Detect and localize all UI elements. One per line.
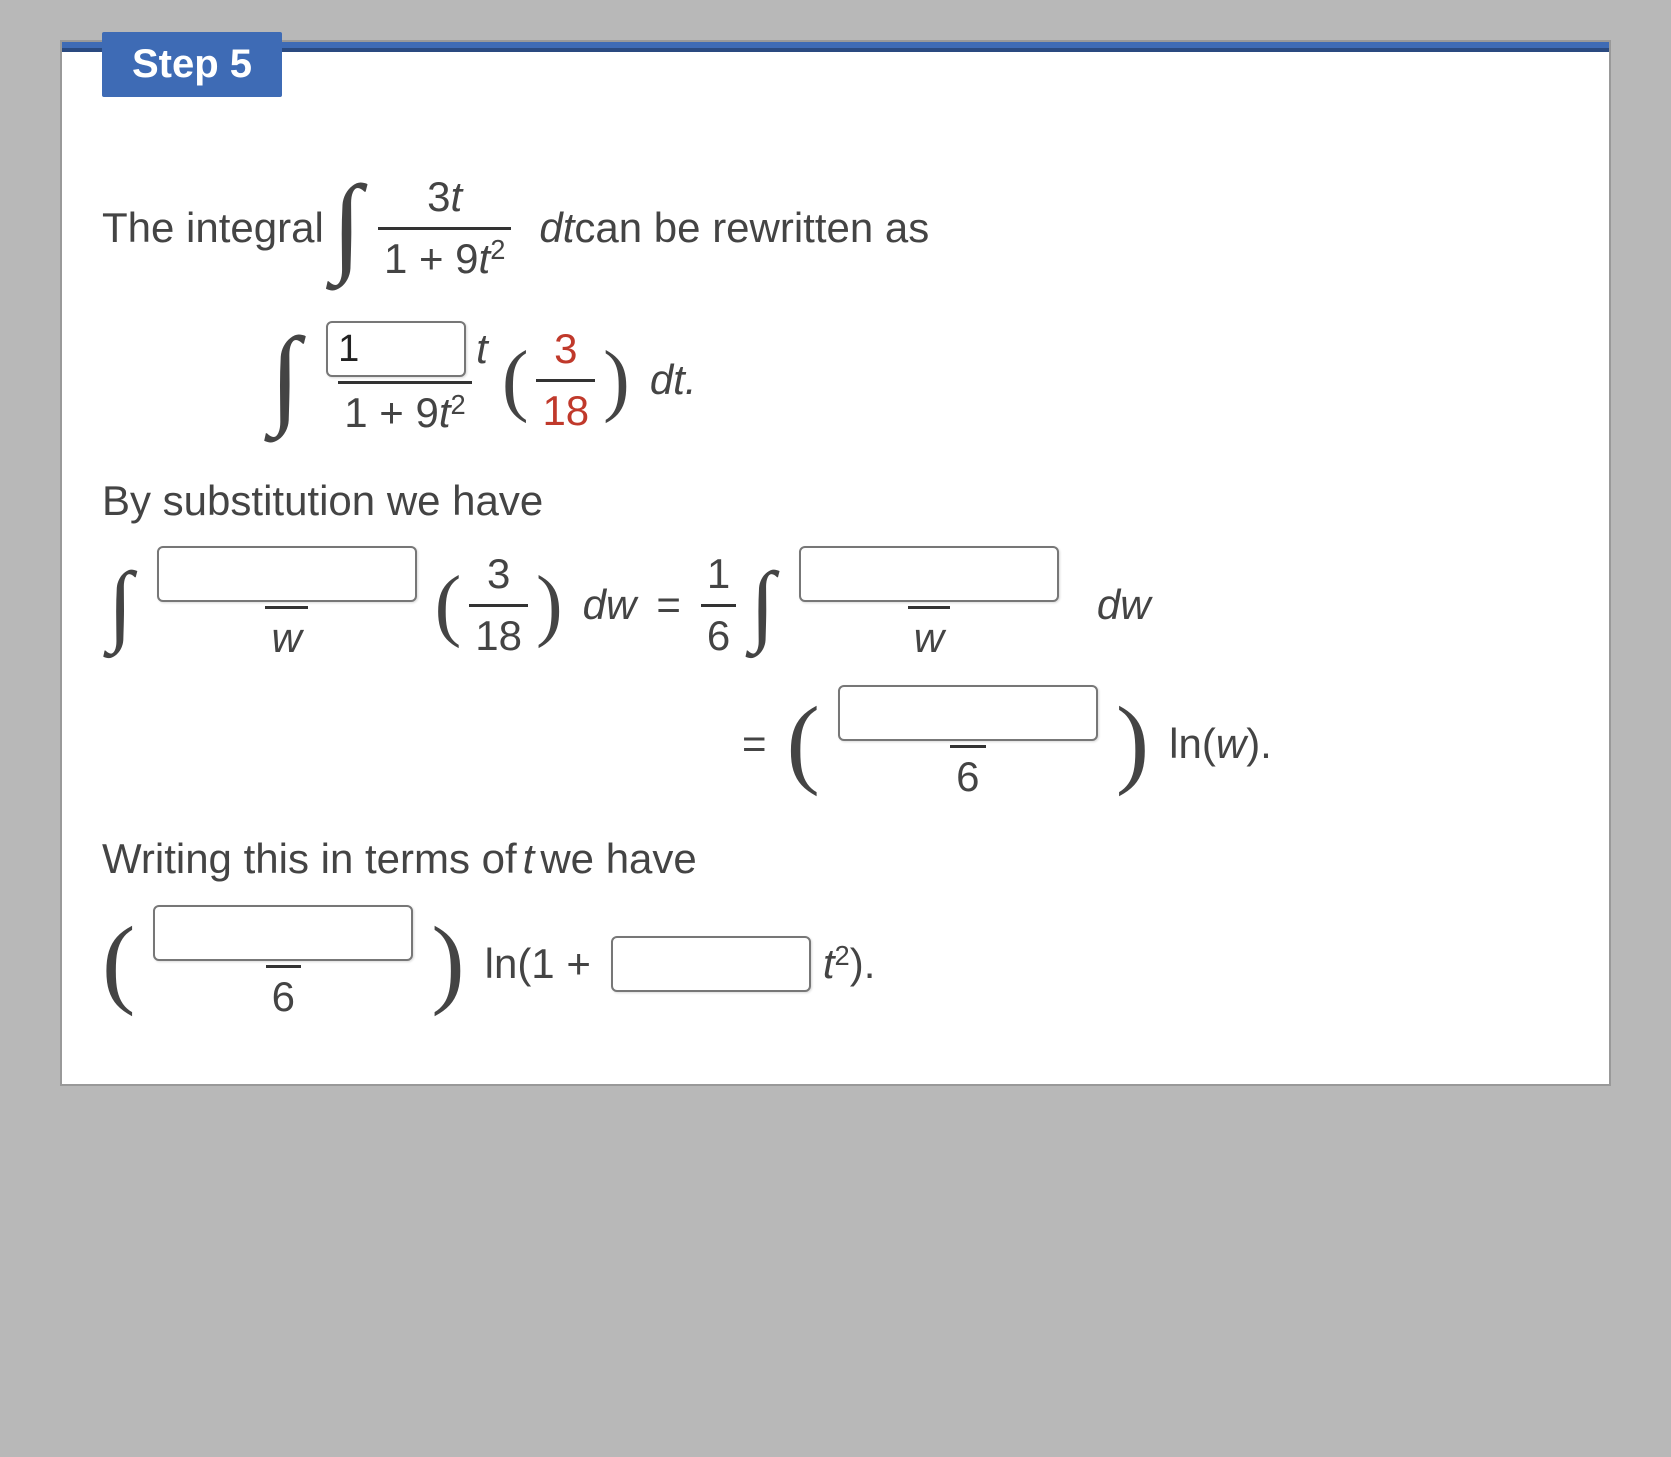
den-var: t (439, 388, 451, 438)
text-lead: The integral (102, 203, 324, 253)
line-final: ( 6 ) ln(1 + t2). (102, 904, 1569, 1024)
fraction-3-over-18-b: 3 18 (469, 549, 528, 661)
num-var-t: t (476, 324, 488, 374)
step-panel: Step 5 The integral ∫ 3t 1 + 9t2 dt can … (60, 40, 1611, 1086)
fraction-box-over-w-2: w (789, 546, 1069, 663)
den-6: 6 (701, 604, 736, 661)
lparen: ( (787, 682, 820, 802)
den-exp: 2 (490, 234, 505, 267)
answer-input-4[interactable] (838, 685, 1098, 741)
exp-2: 2 (835, 940, 850, 973)
integral-symbol: ∫ (332, 158, 362, 290)
fraction-box-over-6: 6 (828, 685, 1108, 802)
fraction-3-over-18: 3 18 (536, 324, 595, 436)
den-w: w (271, 613, 301, 663)
rparen: ) (1116, 682, 1149, 802)
dw-text: dw (1097, 580, 1151, 630)
ln-lead: ln(1 + (485, 939, 591, 989)
fraction-box-over-6-b: 6 (143, 905, 423, 1022)
step-label: Step 5 (102, 32, 282, 97)
lparen: ( (435, 557, 462, 653)
text-var: t (523, 834, 535, 884)
inner-num: 3 (548, 324, 583, 378)
dt-text: dt. (650, 355, 697, 405)
fraction-1-over-6: 1 6 (701, 549, 736, 661)
dw-text: dw (583, 580, 637, 630)
fraction-box-over-w: w (147, 546, 427, 663)
answer-input-1[interactable]: 1 (326, 321, 466, 377)
text: By substitution we have (102, 476, 543, 526)
rparen: ) (603, 332, 630, 428)
equals: = (742, 719, 767, 769)
tail: ). (850, 939, 876, 989)
var-t: t (823, 939, 835, 989)
answer-input-5[interactable] (153, 905, 413, 961)
inner-num: 3 (481, 549, 516, 603)
den-6: 6 (950, 745, 985, 802)
integral-symbol: ∫ (270, 310, 300, 442)
step-header-bar: Step 5 (62, 42, 1609, 52)
den-6: 6 (266, 965, 301, 1022)
fraction-box-t-over-den: 1 t 1 + 9t2 (316, 321, 494, 438)
ln-var: w (1216, 719, 1246, 769)
lparen: ( (102, 902, 135, 1022)
den-var: t (479, 234, 491, 284)
line-substitution-eq: ∫ w ( 3 18 ) dw = 1 6 ∫ w dw (102, 546, 1569, 663)
text-b: we have (540, 834, 696, 884)
text-a: Writing this in terms of (102, 834, 517, 884)
num-1: 1 (701, 549, 736, 603)
ln-open: ln( (1169, 719, 1216, 769)
line-integral-original: The integral ∫ 3t 1 + 9t2 dt can be rewr… (102, 162, 1569, 294)
answer-input-2[interactable] (157, 546, 417, 602)
den-w: w (914, 613, 944, 663)
dt-text: dt (539, 203, 574, 253)
integral-symbol: ∫ (108, 551, 133, 659)
rparen: ) (536, 557, 563, 653)
line-integral-rewritten: ∫ 1 t 1 + 9t2 ( 3 18 ) dt. (262, 314, 1569, 446)
num-var: t (451, 172, 463, 222)
line-result-lnw: = ( 6 ) ln(w). (742, 684, 1569, 804)
inner-den: 18 (469, 604, 528, 661)
den-const: 1 + 9 (384, 234, 479, 284)
answer-input-6[interactable] (611, 936, 811, 992)
text-tail: can be rewritten as (574, 203, 929, 253)
fraction-3t-over-1plus9t2: 3t 1 + 9t2 (378, 172, 511, 284)
den-const: 1 + 9 (344, 388, 439, 438)
answer-input-3[interactable] (799, 546, 1059, 602)
line-terms-of-t-text: Writing this in terms of t we have (102, 834, 1569, 884)
lparen: ( (502, 332, 529, 428)
ln-close: ). (1246, 719, 1272, 769)
den-exp: 2 (451, 389, 466, 422)
step-content: The integral ∫ 3t 1 + 9t2 dt can be rewr… (62, 52, 1609, 1084)
line-substitution-text: By substitution we have (102, 476, 1569, 526)
equals: = (656, 580, 681, 630)
inner-den: 18 (536, 379, 595, 436)
num-coef: 3 (427, 172, 450, 222)
rparen: ) (431, 902, 464, 1022)
integral-symbol: ∫ (750, 551, 775, 659)
